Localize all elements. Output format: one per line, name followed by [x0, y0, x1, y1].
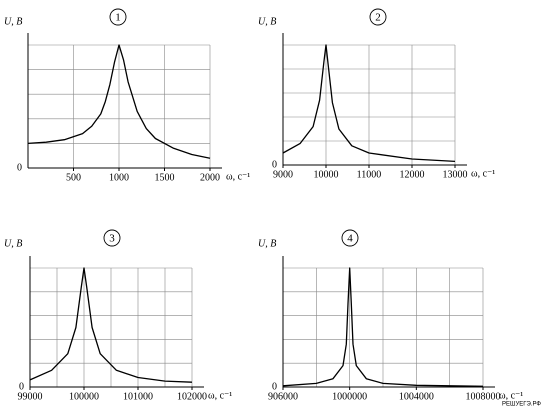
title-circle [109, 8, 127, 26]
x-tick-label: 1004000 [399, 391, 434, 402]
y-axis-label: U, В [4, 16, 22, 27]
x-axis-label: ω, с⁻¹ [499, 390, 523, 401]
x-tick-label: 13000 [443, 169, 468, 180]
chart-title: 2 [375, 12, 381, 24]
chart-title: 4 [347, 233, 353, 245]
title-circle [369, 8, 387, 26]
x-tick-label: 2000 [200, 172, 220, 183]
x-tick-label: 10000 [314, 169, 339, 180]
x-tick-label: 500 [66, 172, 81, 183]
x-axis-label: ω, с⁻¹ [226, 171, 250, 182]
curve [282, 267, 484, 387]
watermark: РЕШУЕГЭ.РФ [502, 402, 541, 408]
x-tick-label: 1500 [155, 172, 175, 183]
x-tick-label: 102000 [177, 391, 207, 402]
y-tick-label: 0 [272, 381, 277, 392]
y-axis-label: U, В [4, 238, 22, 249]
x-tick-label: 1000000 [332, 391, 367, 402]
title-circle [341, 229, 359, 247]
y-tick-label: 0 [19, 381, 24, 392]
x-tick-label: 1000 [109, 172, 129, 183]
x-tick-label: 9000 [273, 169, 293, 180]
curve [29, 267, 193, 383]
x-tick-label: 101000 [123, 391, 153, 402]
y-tick-label: 0 [17, 162, 22, 173]
y-axis-label: U, В [258, 16, 276, 27]
x-tick-label: 100000 [69, 391, 99, 402]
curve [282, 44, 456, 163]
chart-title: 1 [115, 12, 121, 24]
chart-title: 3 [109, 233, 115, 245]
y-tick-label: 0 [272, 159, 277, 170]
x-tick-label: 906000 [268, 391, 298, 402]
x-tick-label: 99000 [18, 391, 43, 402]
x-tick-label: 11000 [357, 169, 382, 180]
x-tick-label: 12000 [400, 169, 425, 180]
y-axis-label: U, В [258, 238, 276, 249]
x-axis-label: ω, с⁻¹ [471, 168, 495, 179]
x-tick-label: 1008000 [466, 391, 501, 402]
title-circle [103, 229, 121, 247]
curve [27, 44, 211, 159]
x-axis-label: ω, с⁻¹ [208, 390, 232, 401]
